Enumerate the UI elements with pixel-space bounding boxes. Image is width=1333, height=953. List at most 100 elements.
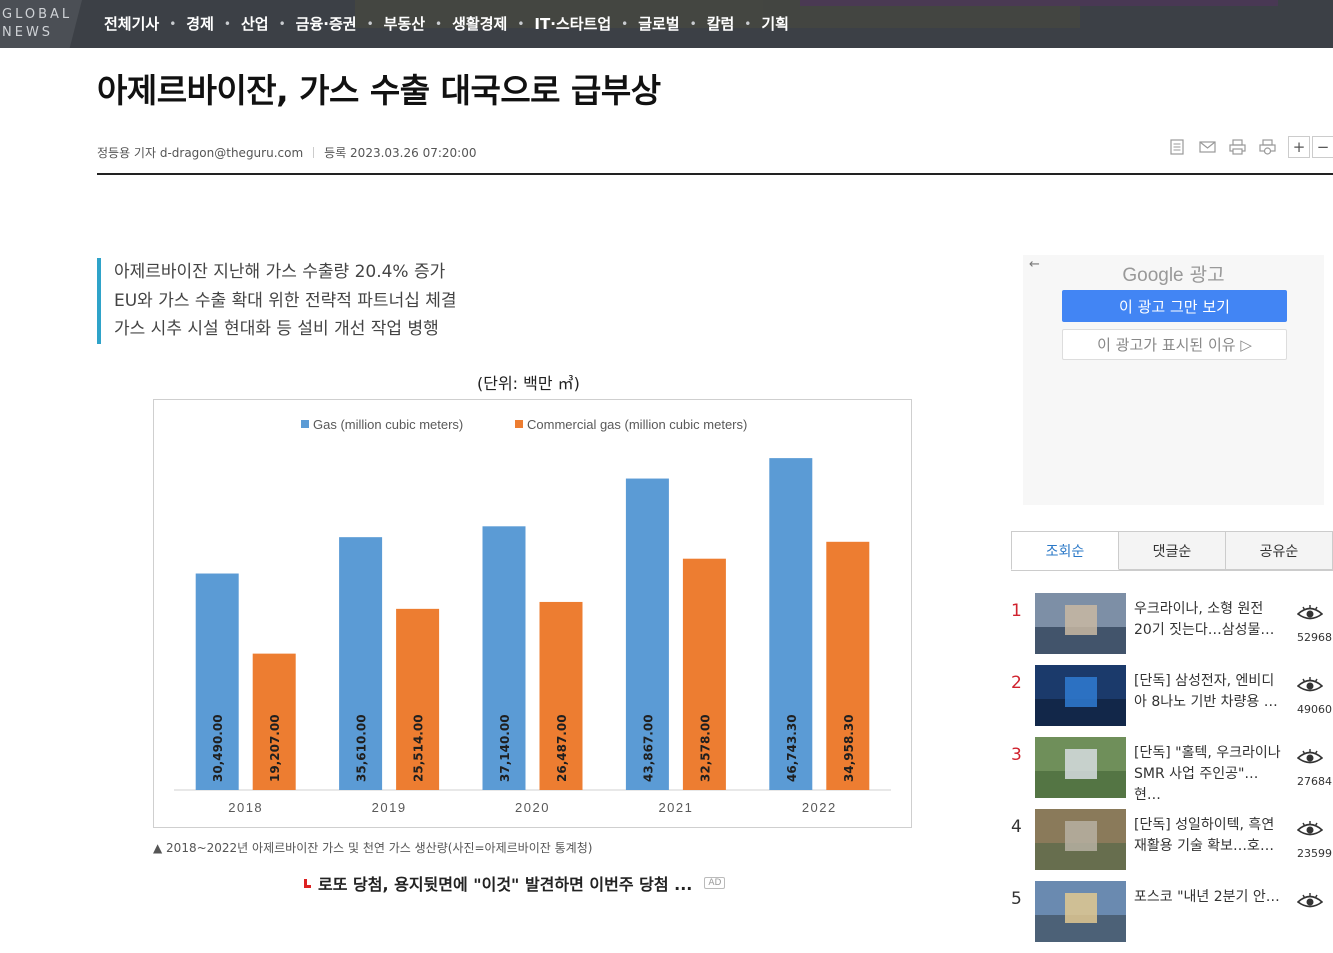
back-arrow-icon[interactable]: ←: [1029, 257, 1040, 272]
google-ad-suffix: 광고: [1189, 264, 1225, 286]
ranking-item[interactable]: 3 [단독] "홀텍, 우크라이나 SMR 사업 주인공"…현… 27684: [1011, 737, 1333, 809]
nav-separator: •: [169, 16, 177, 31]
article-thumbnail[interactable]: [1035, 881, 1126, 942]
rank-number: 1: [1011, 601, 1022, 621]
ranking-list: 1 우크라이나, 소형 원전 20기 짓는다…삼성물… 52968 2 [단독] 삼성전…: [1011, 593, 1333, 953]
article-thumbnail[interactable]: [1035, 665, 1126, 726]
article-meta: 정등용 기자 d-dragon@theguru.com 등록 2023.03.2…: [97, 144, 476, 161]
eye-icon: [1296, 677, 1324, 697]
eye-icon: [1296, 893, 1324, 913]
site-logo[interactable]: GLOBAL NEWS: [0, 0, 82, 48]
chart-bar: [396, 608, 440, 790]
stop-ad-button[interactable]: 이 광고 그만 보기: [1062, 290, 1287, 322]
why-this-ad-button[interactable]: 이 광고가 표시된 이유 ▷: [1062, 329, 1287, 360]
article-icon[interactable]: [1166, 136, 1188, 158]
ranking-item[interactable]: 2 [단독] 삼성전자, 엔비디아 8나노 기반 차량용 … 49060: [1011, 665, 1333, 737]
article-thumbnail[interactable]: [1035, 593, 1126, 654]
chart-bar: [539, 601, 583, 790]
google-ad-title: Google 광고: [1023, 260, 1324, 287]
google-brand: Google: [1122, 265, 1184, 286]
chart-bar: [625, 478, 669, 790]
chart-bar: [769, 458, 813, 790]
print-icon[interactable]: [1226, 136, 1248, 158]
view-count: 23599: [1297, 847, 1332, 860]
chart-bar: [682, 558, 726, 790]
registered-date: 등록 2023.03.26 07:20:00: [324, 146, 477, 160]
chart-bar: [195, 573, 239, 790]
x-tick-label: 2020: [515, 800, 550, 815]
nav-item[interactable]: 글로벌: [638, 15, 680, 33]
x-tick-label: 2018: [228, 800, 263, 815]
meta-divider: [313, 147, 315, 158]
chart-bar: [252, 653, 296, 790]
top-banner-ad-graphic: [800, 0, 1278, 6]
article-thumbnail[interactable]: [1035, 737, 1126, 798]
data-label: 46,743.30: [785, 714, 799, 782]
article-headline: 아제르바이잔, 가스 수출 대국으로 급부상: [97, 71, 661, 110]
copy-icon[interactable]: [1256, 136, 1278, 158]
article-thumbnail[interactable]: [1035, 809, 1126, 870]
ranking-title[interactable]: [단독] 삼성전자, 엔비디아 8나노 기반 차량용 …: [1134, 673, 1278, 710]
reporter-byline[interactable]: 정등용 기자 d-dragon@theguru.com: [97, 146, 304, 160]
nav-separator: •: [223, 16, 231, 31]
ranking-tabs: 조회순 댓글순 공유순: [1011, 531, 1333, 571]
rank-number: 3: [1011, 745, 1022, 765]
ranking-title[interactable]: [단독] 성일하이텍, 흑연 재활용 기술 확보…호…: [1134, 817, 1275, 854]
ranking-title[interactable]: [단독] "홀텍, 우크라이나 SMR 사업 주인공"…현…: [1134, 745, 1281, 803]
chart-image[interactable]: Gas (million cubic meters) Commercial gas…: [153, 399, 912, 828]
data-label: 25,514.00: [412, 714, 426, 782]
x-tick-label: 2021: [658, 800, 693, 815]
ranking-item[interactable]: 1 우크라이나, 소형 원전 20기 짓는다…삼성물… 52968: [1011, 593, 1333, 665]
nav-item[interactable]: 전체기사: [104, 15, 160, 33]
nav-item[interactable]: 칼럼: [706, 15, 735, 33]
data-label: 34,958.30: [842, 714, 856, 782]
zoom-out-button[interactable]: −: [1312, 136, 1333, 158]
ranking-title[interactable]: 포스코 "내년 2분기 안…: [1134, 889, 1280, 905]
data-label: 43,867.00: [641, 714, 655, 782]
sponsored-link-text[interactable]: 로또 당첨, 용지뒷면에 "이것" 발견하면 이번주 당첨 ...: [318, 875, 693, 894]
view-count: 27684: [1297, 775, 1332, 788]
nav-item[interactable]: IT·스타트업: [534, 15, 612, 33]
data-label: 35,610.00: [355, 714, 369, 782]
nav-item[interactable]: 산업: [240, 15, 269, 33]
x-tick-label: 2022: [802, 800, 837, 815]
nav-item[interactable]: 생활경제: [452, 15, 508, 33]
rank-number: 2: [1011, 673, 1022, 693]
zoom-in-button[interactable]: +: [1288, 136, 1310, 158]
bar-chart: Gas (million cubic meters) Commercial gas…: [174, 417, 891, 815]
eye-icon: [1296, 605, 1324, 625]
top-navigation-bar: GLOBAL NEWS 전체기사 • 경제 • 산업 • 금융·증권 • 부동산 • 생활경제 • IT…: [0, 0, 1333, 48]
ranking-item[interactable]: 5 포스코 "내년 2분기 안…: [1011, 881, 1333, 953]
ranking-item[interactable]: 4 [단독] 성일하이텍, 흑연 재활용 기술 확보…호… 23599: [1011, 809, 1333, 881]
chart-bar: [482, 526, 526, 790]
x-tick-label: 2019: [372, 800, 407, 815]
nav-item[interactable]: 금융·증권: [295, 15, 357, 33]
headline-divider: [97, 173, 1333, 175]
top-banner-ad[interactable]: [355, 0, 1278, 28]
article-tools: + −: [1166, 136, 1333, 158]
nav-separator: •: [744, 16, 752, 31]
nav-separator: •: [366, 16, 374, 31]
ranking-title[interactable]: 우크라이나, 소형 원전 20기 짓는다…삼성물…: [1134, 601, 1275, 638]
chart-unit-label: (단위: 백만 ㎥): [477, 374, 580, 393]
nav-item[interactable]: 경제: [186, 15, 214, 33]
nav-item[interactable]: 기획: [761, 15, 789, 33]
view-count: 52968: [1297, 631, 1332, 644]
tab-shares[interactable]: 공유순: [1226, 531, 1333, 570]
tab-comments[interactable]: 댓글순: [1119, 531, 1226, 570]
eye-icon: [1296, 821, 1324, 841]
data-label: 26,487.00: [555, 714, 569, 782]
sponsored-link[interactable]: 로또 당첨, 용지뒷면에 "이것" 발견하면 이번주 당첨 ... AD: [304, 871, 726, 895]
chart-bar: [826, 541, 870, 790]
nav-separator: •: [435, 16, 443, 31]
legend-label: Gas (million cubic meters): [313, 417, 463, 432]
rank-number: 4: [1011, 817, 1022, 837]
chart-caption: ▲ 2018~2022년 아제르바이잔 가스 및 천연 가스 생산량(사진=아제…: [153, 841, 593, 855]
google-ad-panel: ← Google 광고 이 광고 그만 보기 이 광고가 표시된 이유 ▷: [1023, 255, 1324, 505]
nav-separator: •: [517, 16, 525, 31]
mail-icon[interactable]: [1196, 136, 1218, 158]
summary-line: 아제르바이잔 지난해 가스 수출량 20.4% 증가: [114, 262, 446, 282]
site-logo-text: GLOBAL NEWS: [2, 7, 73, 40]
tab-views[interactable]: 조회순: [1011, 531, 1119, 570]
nav-item[interactable]: 부동산: [383, 15, 426, 33]
